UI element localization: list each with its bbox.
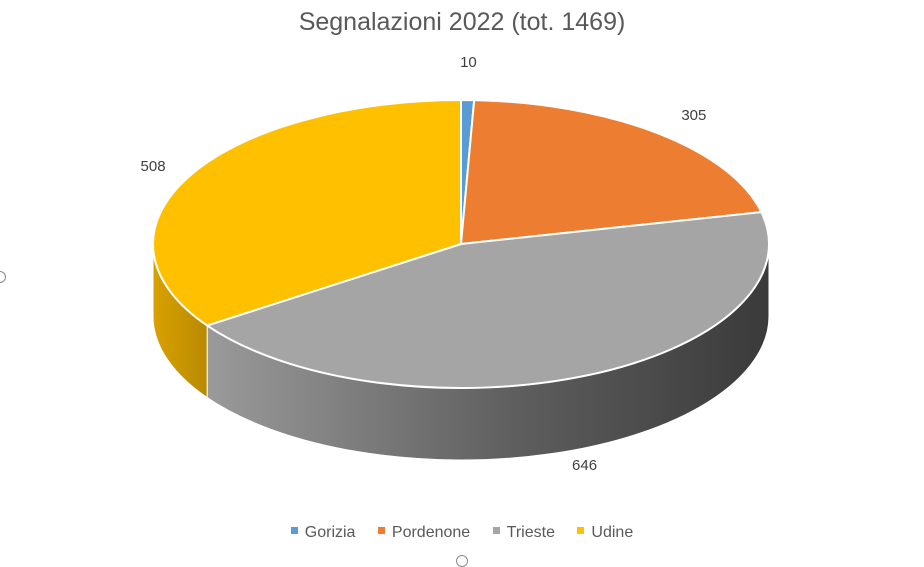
resize-handle-bottom[interactable]: [456, 555, 468, 567]
legend-swatch-udine: [577, 527, 585, 535]
legend: Gorizia Pordenone Trieste Udine: [0, 524, 924, 542]
legend-label-trieste: Trieste: [506, 524, 555, 541]
legend-swatch-pordenone: [377, 527, 385, 535]
data-label-trieste: 646: [572, 457, 597, 474]
pie-slice-udine: [152, 99, 462, 327]
data-label-pordenone: 305: [681, 107, 706, 124]
legend-label-udine: Udine: [591, 524, 634, 541]
chart-title: Segnalazioni 2022 (tot. 1469): [298, 8, 626, 36]
legend-item-pordenone: Pordenone: [377, 524, 471, 542]
legend-item-trieste: Trieste: [492, 524, 555, 542]
legend-label-pordenone: Pordenone: [391, 524, 471, 541]
data-labels: 10 305 646 508: [141, 54, 707, 474]
pie-slice-trieste: [206, 211, 770, 389]
data-label-gorizia: 10: [460, 54, 477, 71]
legend-item-udine: Udine: [577, 524, 633, 542]
pie-slices: [152, 99, 770, 389]
legend-swatch-gorizia: [290, 527, 298, 535]
data-label-udine: 508: [141, 158, 166, 175]
legend-item-gorizia: Gorizia: [290, 524, 356, 542]
pie-slice-pordenone: [460, 99, 763, 245]
legend-swatch-trieste: [492, 527, 500, 535]
legend-label-gorizia: Gorizia: [304, 524, 356, 541]
